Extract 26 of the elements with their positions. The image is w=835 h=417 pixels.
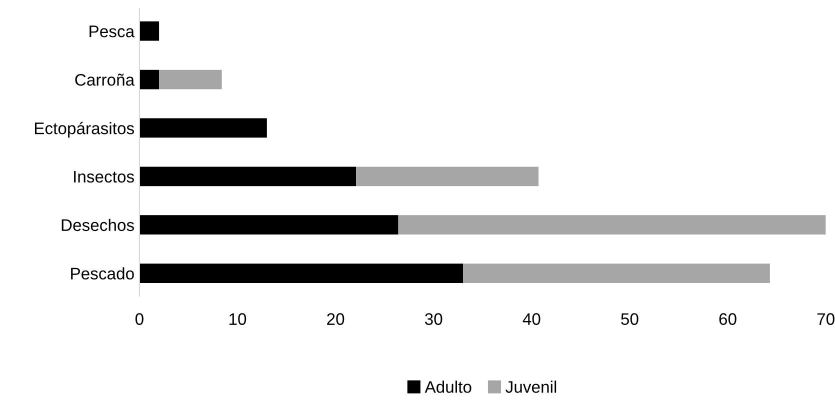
x-tick-label: 20 xyxy=(327,313,344,325)
bar xyxy=(356,166,539,186)
y-tick-label: Insectos xyxy=(74,171,134,183)
bar xyxy=(139,70,160,90)
bar xyxy=(159,70,222,90)
x-tick-label: 0 xyxy=(135,313,144,325)
y-tick-label: Pescado xyxy=(71,267,134,280)
x-tick-label: 30 xyxy=(424,313,442,325)
y-tick-label: Carroña xyxy=(75,74,135,86)
y-tick-label: Pesca xyxy=(90,26,135,38)
x-tick-label: 60 xyxy=(719,313,736,325)
y-tick-label: Desechos xyxy=(62,218,134,232)
bar xyxy=(139,264,464,283)
bar xyxy=(139,21,160,41)
bar xyxy=(398,215,826,235)
legend-label: Adulto xyxy=(424,380,472,393)
bar xyxy=(139,215,398,235)
x-tick-label: 70 xyxy=(817,313,834,325)
x-tick-label: 10 xyxy=(230,313,246,325)
bar xyxy=(463,264,770,283)
legend-label: Juvenil xyxy=(506,380,556,393)
bar xyxy=(139,118,267,138)
bar xyxy=(139,166,356,186)
x-tick-label: 40 xyxy=(522,313,540,325)
x-tick-label: 50 xyxy=(621,313,638,325)
y-tick-label: Ectopárasitos xyxy=(34,122,134,138)
